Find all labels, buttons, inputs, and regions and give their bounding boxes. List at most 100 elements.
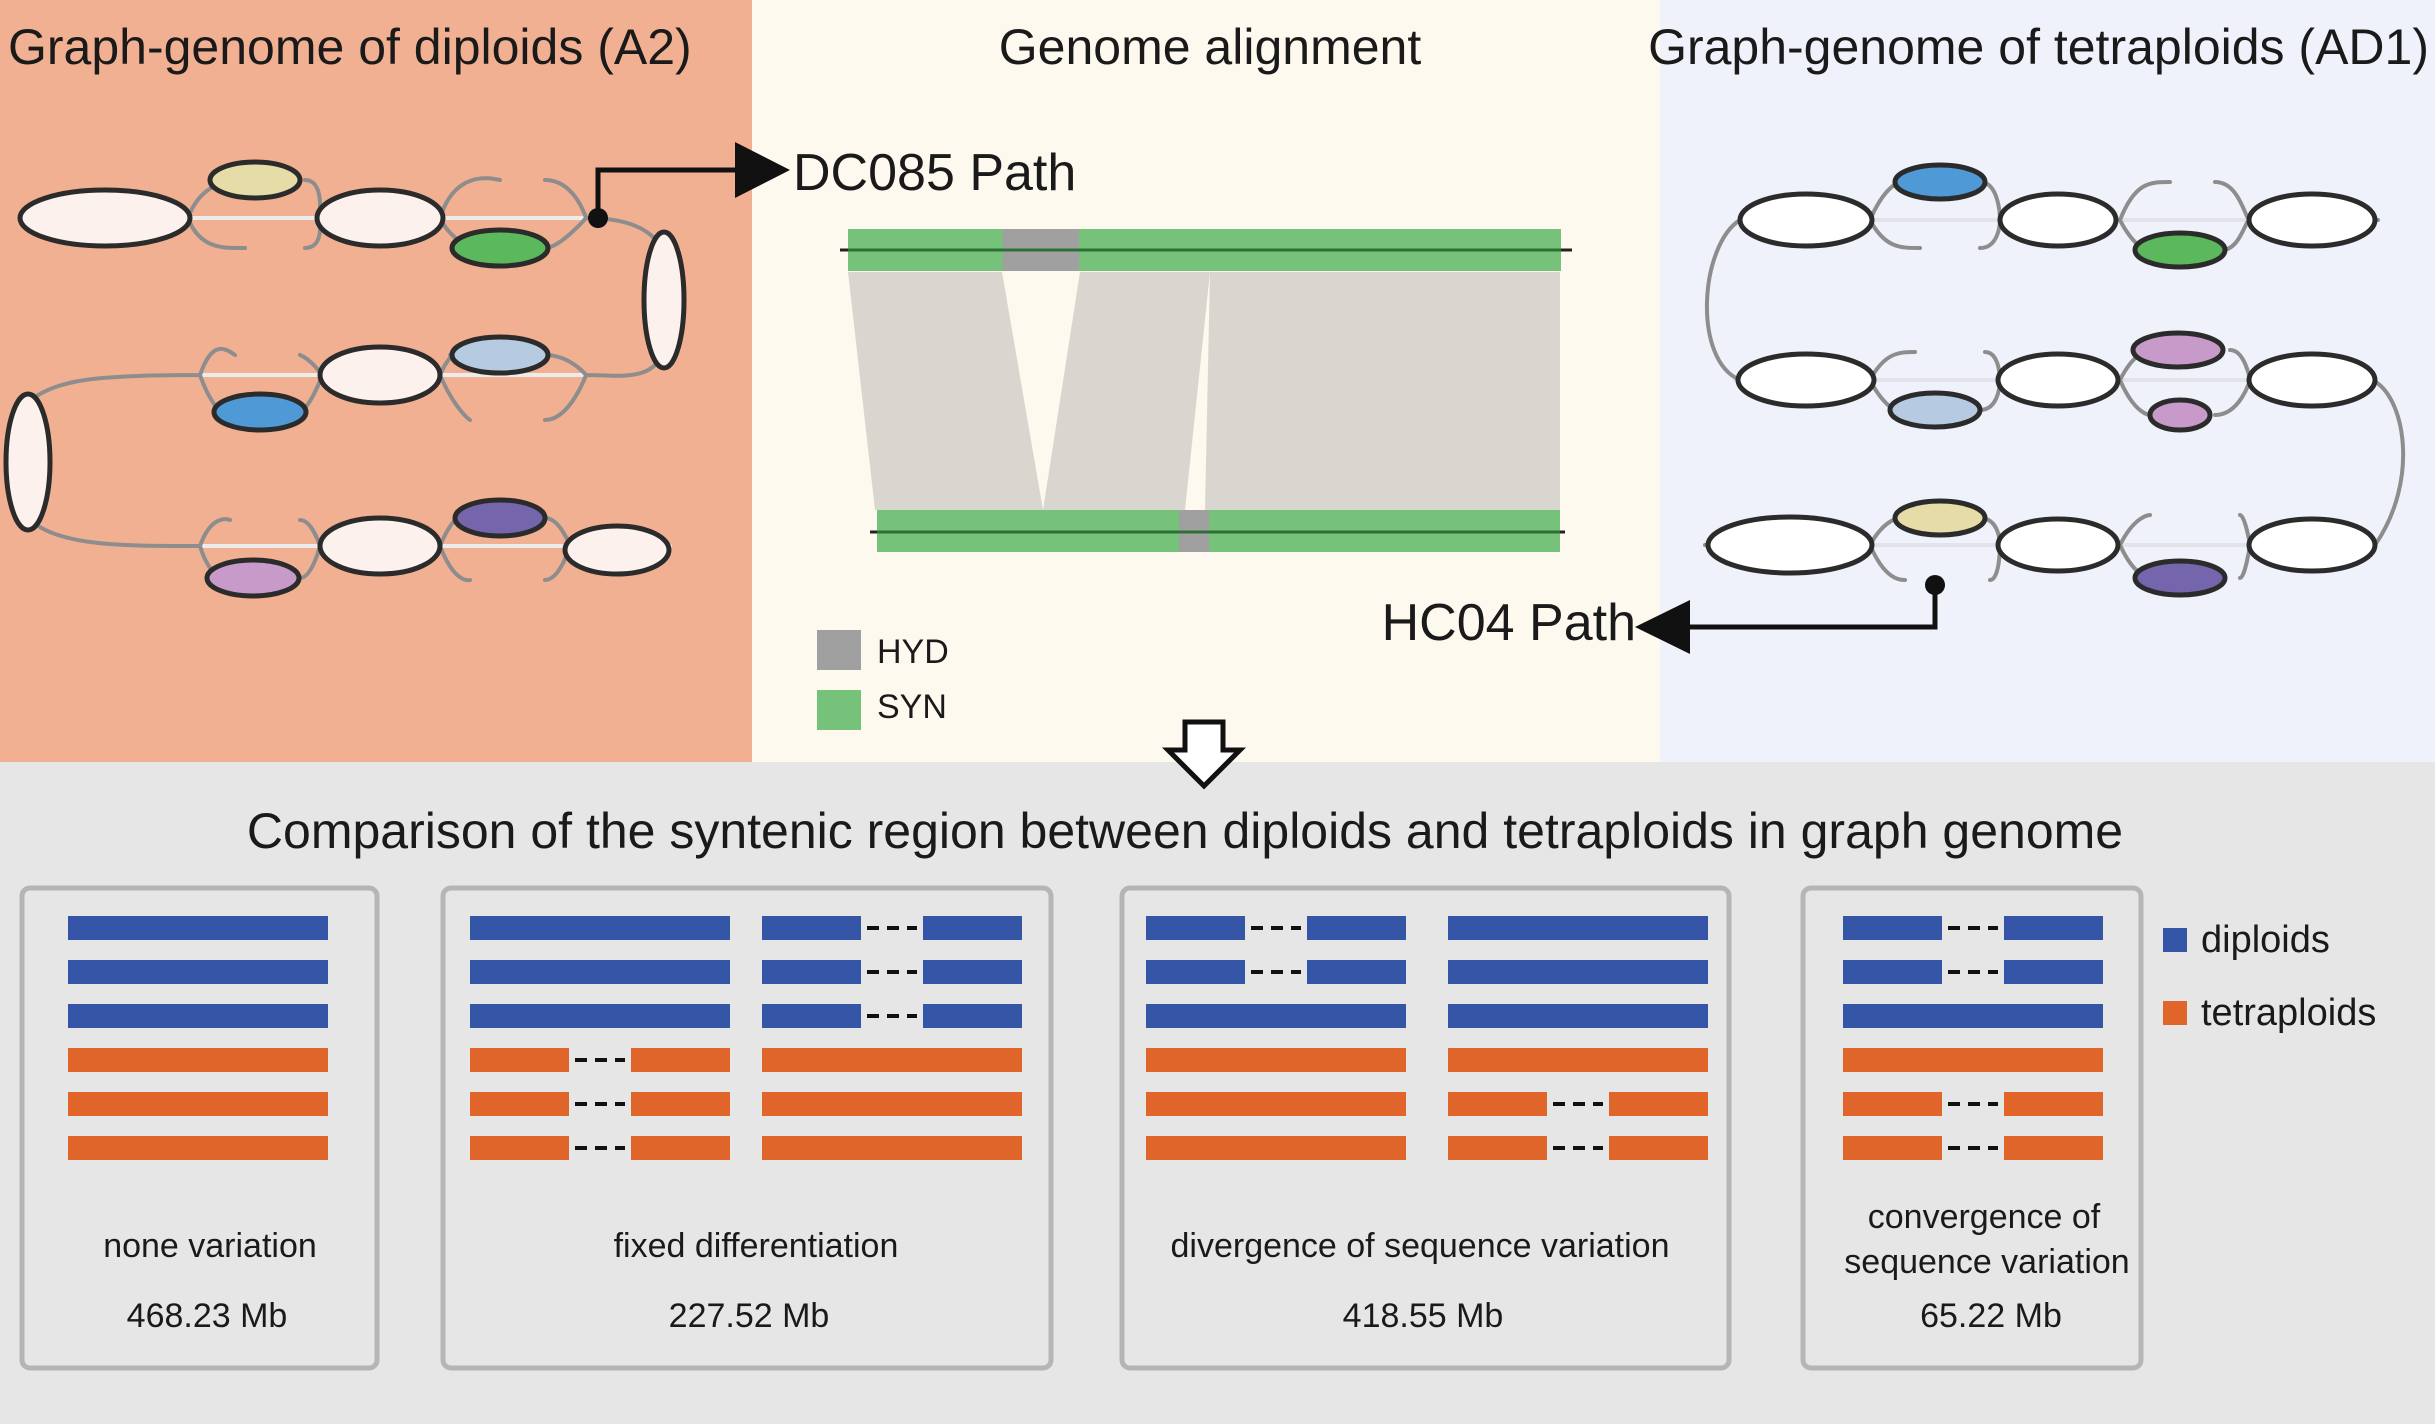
diploid-bar [1307, 916, 1406, 940]
tetraploid-panel-title: Graph-genome of tetraploids (AD1) [1648, 19, 2429, 75]
graph-node-purple-light [2130, 330, 2226, 370]
diploid-bar [1146, 1004, 1406, 1028]
graph-node [2246, 191, 2378, 249]
hc04-path-label: HC04 Path [1382, 594, 1636, 652]
graph-node-green [2132, 230, 2228, 270]
diploid-bar [68, 916, 328, 940]
graph-node [562, 523, 672, 577]
box-1-value: 468.23 Mb [127, 1297, 288, 1335]
graph-node [317, 344, 443, 406]
comparison-box-3 [1119, 885, 1732, 1371]
graph-node-purple [2132, 558, 2228, 598]
diploid-bar [1843, 916, 1942, 940]
diploid-bar [1448, 1004, 1708, 1028]
comparison-title: Comparison of the syntenic region betwee… [247, 803, 2123, 859]
graph-node-blue [211, 391, 309, 433]
box-1-label: none variation [103, 1227, 317, 1265]
tetraploid-bar [1448, 1136, 1547, 1160]
graph-node-purple-light [2147, 397, 2213, 433]
graph-node [3, 391, 53, 533]
legend-swatch-diploids [2163, 928, 2187, 952]
graph-node-purple-light [204, 557, 302, 599]
diploid-bar [1146, 916, 1245, 940]
graph-node-blue-light [1887, 390, 1983, 430]
diploid-graph [3, 142, 790, 599]
graph-node [317, 515, 443, 577]
graph-node [17, 187, 193, 249]
graph-node [1735, 351, 1877, 409]
diploid-bar [2004, 916, 2103, 940]
diploid-bar [923, 916, 1022, 940]
diploid-bar [923, 960, 1022, 984]
tetraploid-bar [762, 1136, 1022, 1160]
graph-node [1995, 351, 2121, 409]
diploid-panel-title: Graph-genome of diploids (A2) [8, 19, 692, 75]
dc085-path-label: DC085 Path [793, 144, 1076, 202]
tetraploid-bar [470, 1092, 569, 1116]
path-arrowhead [735, 142, 790, 198]
graph-node-yellow [1892, 498, 1988, 538]
tetraploid-bar [1843, 1136, 1942, 1160]
path-arrow-line [1677, 582, 1938, 630]
diploid-bar [1843, 1004, 2103, 1028]
diploid-bar [2004, 960, 2103, 984]
tetraploid-bar [1843, 1048, 2103, 1072]
diploid-bar [68, 960, 328, 984]
graph-node-purple [452, 497, 548, 539]
diploid-bar [1307, 960, 1406, 984]
tetraploid-bar [1448, 1092, 1547, 1116]
tetraploid-bar [1609, 1092, 1708, 1116]
graph-node-green [449, 227, 551, 269]
tetraploid-bar [1146, 1136, 1406, 1160]
legend-label-tetraploids: tetraploids [2201, 992, 2376, 1034]
diploid-bar [1448, 916, 1708, 940]
graph-node [1705, 514, 1875, 576]
graph-node [1997, 191, 2119, 249]
alignment-panel-title: Genome alignment [999, 19, 1422, 75]
graph-node [1737, 191, 1875, 249]
box-4-label-line-1: convergence of [1868, 1198, 2101, 1236]
comparison-box-2 [440, 885, 1054, 1371]
sequence-bars [68, 916, 2103, 1160]
tetraploid-bar [1448, 1048, 1708, 1072]
graph-node-yellow [207, 159, 303, 201]
tetraploid-bar [68, 1048, 328, 1072]
tetraploid-bar [631, 1136, 730, 1160]
tetraploid-bar [470, 1048, 569, 1072]
tetraploid-bar [68, 1136, 328, 1160]
path-arrowhead [1635, 600, 1690, 654]
diploid-bar [923, 1004, 1022, 1028]
tetraploid-bar [762, 1048, 1022, 1072]
diploid-bar [470, 916, 730, 940]
diploid-bar [1843, 960, 1942, 984]
graph-node [314, 187, 446, 249]
tetraploid-bar [2004, 1092, 2103, 1116]
tetraploid-bar [1146, 1048, 1406, 1072]
graph-node-blue [1892, 162, 1988, 202]
graph-node [641, 229, 687, 371]
tetraploid-bar [631, 1092, 730, 1116]
graph-node-blue-light [449, 334, 551, 376]
box-2-label: fixed differentiation [614, 1227, 899, 1265]
diploid-bar [762, 960, 861, 984]
tetraploid-bar [68, 1092, 328, 1116]
graph-node [2246, 351, 2378, 409]
box-3-value: 418.55 Mb [1343, 1297, 1504, 1335]
box-2-value: 227.52 Mb [669, 1297, 830, 1335]
graph-node [2246, 516, 2378, 574]
legend-swatch-tetraploids [2163, 1001, 2187, 1025]
diploid-bar [470, 1004, 730, 1028]
path-arrow-line [595, 167, 743, 221]
synteny-ribbon [1205, 272, 1560, 510]
tetraploid-bar [1146, 1092, 1406, 1116]
legend-label-diploids: diploids [2201, 919, 2330, 961]
tetraploid-bar [762, 1092, 1022, 1116]
synteny-ribbon [1043, 272, 1210, 510]
legend-label-syn: SYN [877, 688, 947, 726]
diploid-bar [1448, 960, 1708, 984]
comparison-box-1 [19, 885, 380, 1371]
tetraploid-bar [631, 1048, 730, 1072]
diploid-bar [68, 1004, 328, 1028]
down-arrow-icon [1161, 719, 1247, 790]
